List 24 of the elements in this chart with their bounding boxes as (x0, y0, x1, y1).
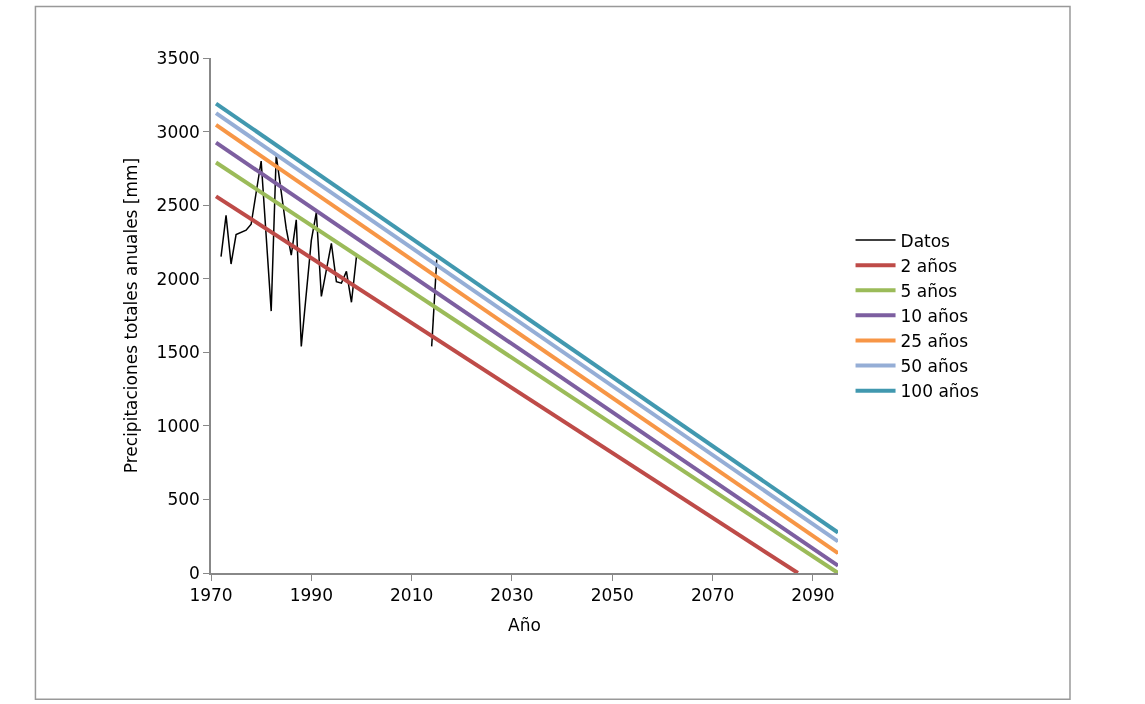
legend-label: 50 años (900, 356, 969, 377)
x-tick-label: 2010 (390, 585, 434, 606)
y-tick-label: 2000 (156, 268, 200, 289)
legend-label: 2 años (900, 255, 958, 276)
x-tick-label: 1970 (189, 585, 233, 606)
y-axis-title: Precipitaciones totales anuales [mm] (120, 157, 141, 474)
x-tick-label: 1990 (289, 585, 333, 606)
y-tick-label: 1000 (156, 415, 200, 436)
y-tick-label: 0 (189, 562, 200, 583)
x-tick-label: 2070 (690, 585, 735, 606)
legend-label: 100 años (900, 381, 979, 402)
legend-label: 25 años (900, 331, 969, 352)
x-tick-label: 2030 (490, 585, 534, 606)
legend-label: 5 años (900, 280, 958, 301)
y-tick-label: 3500 (156, 47, 200, 68)
y-tick-label: 3000 (156, 121, 200, 142)
y-tick-label: 500 (167, 489, 200, 510)
x-axis-title: Año (508, 615, 541, 636)
x-tick-label: 2050 (590, 585, 634, 606)
legend-label: 10 años (900, 305, 969, 326)
y-tick-label: 2500 (156, 195, 200, 216)
x-tick-label: 2090 (791, 585, 835, 606)
legend-label: Datos (900, 230, 951, 251)
y-tick-label: 1500 (156, 342, 200, 363)
